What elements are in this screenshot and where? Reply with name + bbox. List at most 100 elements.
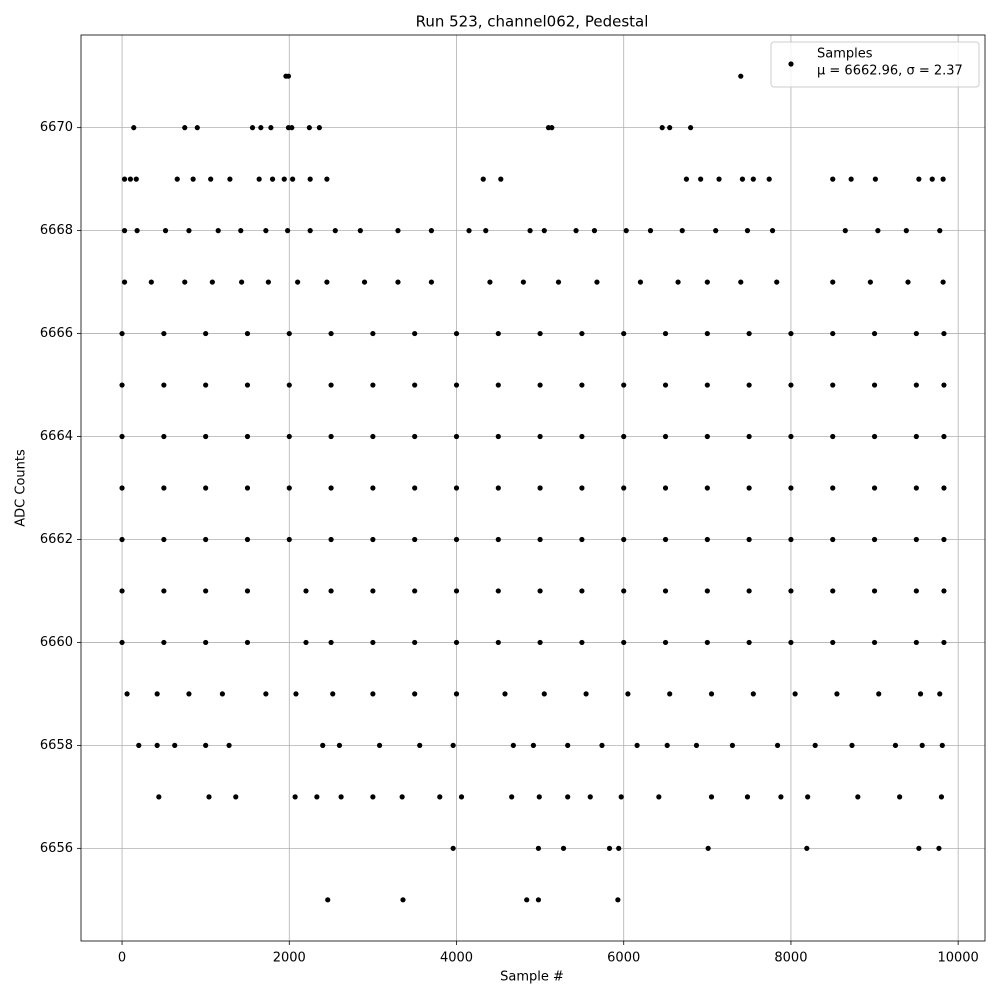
data-point — [174, 176, 180, 182]
data-point — [713, 228, 719, 234]
data-point — [495, 330, 501, 337]
data-point — [194, 125, 200, 131]
data-point — [303, 639, 309, 646]
data-point — [256, 176, 262, 182]
data-point — [871, 536, 878, 543]
data-point — [161, 433, 167, 440]
data-point — [919, 742, 925, 748]
data-point — [830, 382, 836, 388]
data-point — [905, 279, 911, 285]
data-point — [320, 742, 326, 748]
data-point — [395, 279, 401, 285]
data-point — [400, 897, 406, 903]
data-point — [746, 382, 752, 388]
data-point — [325, 897, 331, 903]
data-point — [667, 125, 673, 131]
data-point — [357, 228, 363, 234]
data-point — [527, 228, 533, 234]
data-point — [842, 228, 848, 234]
data-point — [412, 639, 418, 646]
data-point — [208, 176, 214, 182]
data-point — [621, 588, 627, 594]
data-point — [941, 433, 947, 440]
data-point — [913, 588, 919, 594]
x-axis-label: Sample # — [500, 970, 564, 985]
data-point — [555, 279, 562, 285]
data-point — [453, 485, 460, 491]
data-point — [716, 176, 722, 182]
data-point — [937, 691, 943, 697]
data-point — [121, 228, 128, 234]
data-point — [579, 639, 585, 646]
data-point — [746, 433, 752, 440]
data-point — [119, 330, 125, 337]
data-point — [867, 279, 873, 285]
data-point — [788, 433, 794, 440]
data-point — [541, 228, 547, 234]
data-point — [913, 485, 919, 491]
data-point — [244, 382, 251, 388]
data-point — [913, 330, 919, 337]
data-point — [849, 742, 855, 748]
legend-marker — [788, 61, 794, 67]
data-point — [683, 176, 690, 182]
data-point — [161, 536, 167, 543]
data-point — [830, 433, 836, 440]
data-point — [161, 485, 167, 491]
x-tick-label: 10000 — [937, 951, 978, 966]
data-point — [941, 639, 947, 646]
data-point — [370, 588, 376, 594]
data-point — [119, 588, 125, 594]
data-point — [453, 691, 460, 697]
data-point — [746, 485, 752, 491]
data-point — [729, 742, 736, 748]
data-point — [286, 536, 292, 543]
data-point — [621, 639, 627, 646]
legend-stats: μ = 6662.96, σ = 2.37 — [817, 64, 963, 79]
data-point — [746, 330, 752, 337]
data-point — [263, 228, 269, 234]
legend-label: Samples — [817, 47, 873, 62]
data-point — [913, 433, 919, 440]
data-point — [203, 382, 209, 388]
data-point — [244, 536, 251, 543]
data-point — [453, 588, 460, 594]
data-point — [637, 279, 644, 285]
data-point — [587, 794, 593, 800]
data-point — [203, 433, 209, 440]
data-point — [203, 639, 209, 646]
data-point — [172, 742, 178, 748]
data-point — [738, 279, 744, 285]
data-point — [286, 433, 292, 440]
data-point — [830, 536, 836, 543]
data-point — [875, 228, 881, 234]
data-point — [591, 228, 598, 234]
data-point — [662, 433, 669, 440]
data-point — [119, 536, 125, 543]
data-point — [328, 536, 334, 543]
data-point — [233, 794, 239, 800]
data-point — [203, 485, 209, 491]
data-point — [269, 176, 276, 182]
data-point — [124, 691, 130, 697]
data-point — [510, 742, 516, 748]
data-point — [265, 279, 271, 285]
data-point — [871, 588, 878, 594]
data-point — [579, 536, 585, 543]
data-point — [509, 794, 515, 800]
data-point — [704, 433, 710, 440]
data-point — [324, 279, 330, 285]
data-point — [399, 794, 405, 800]
data-point — [788, 330, 794, 337]
data-point — [412, 433, 418, 440]
data-point — [549, 125, 555, 131]
data-point — [750, 176, 756, 182]
data-point — [530, 742, 537, 748]
data-point — [154, 691, 160, 697]
data-point — [599, 742, 605, 748]
data-point — [936, 845, 942, 851]
data-point — [338, 794, 344, 800]
